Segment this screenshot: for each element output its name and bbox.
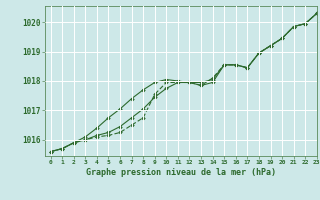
- X-axis label: Graphe pression niveau de la mer (hPa): Graphe pression niveau de la mer (hPa): [86, 168, 276, 177]
